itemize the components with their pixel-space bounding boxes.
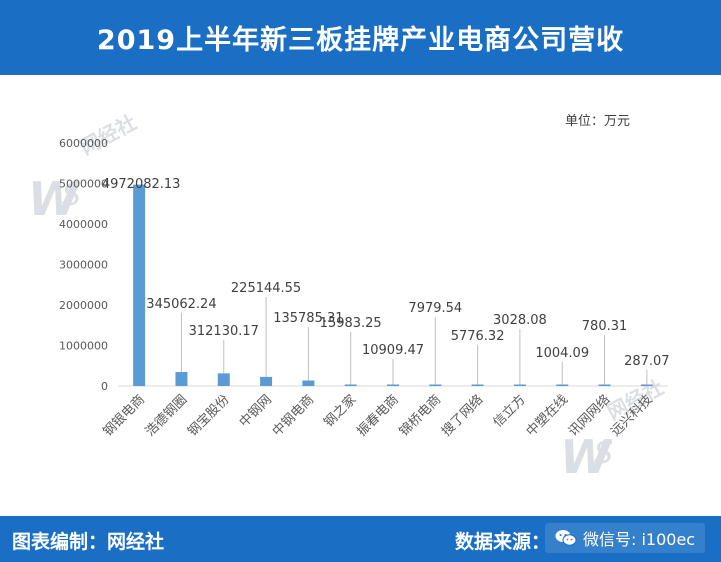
y-tick-label: 6000000 (59, 137, 108, 150)
bars (133, 184, 653, 386)
value-label: 1004.09 (535, 346, 589, 361)
bar (302, 380, 315, 386)
bar (513, 384, 526, 386)
bar-chart: W S 网经社 W S 网经社 单位：万元 0 1000000 2000000 300… (28, 110, 670, 484)
y-tick-label: 3000000 (59, 259, 108, 272)
x-tick-label: 搜了网络 (438, 392, 486, 440)
x-tick-label: 锦桥电商 (397, 392, 444, 439)
bar (471, 384, 484, 386)
y-tick-label: 5000000 (59, 178, 108, 191)
value-label: 10909.47 (362, 343, 424, 358)
svg-text:网经社: 网经社 (76, 110, 140, 159)
y-tick-label: 2000000 (59, 299, 108, 312)
x-tick-label: 中钢网 (237, 392, 275, 430)
x-tick-label: 中钢电商 (270, 392, 317, 439)
x-tick-label: 振春电商 (354, 392, 401, 439)
value-label: 15983.25 (320, 316, 382, 331)
value-label: 135785.31 (273, 311, 343, 326)
svg-text:S: S (594, 436, 613, 471)
value-label: 780.31 (582, 319, 628, 334)
bar (598, 384, 611, 386)
value-label: 312130.17 (189, 324, 259, 339)
bar (133, 184, 146, 386)
bar (217, 373, 230, 386)
chart-footer: 图表编制：网经社 数据来源： 微信号: i100ec (0, 516, 721, 562)
x-tick-label: 钢之家 (321, 392, 360, 431)
x-tick-label: 钢银电商 (101, 392, 148, 439)
wechat-id: 微信号: i100ec (583, 530, 696, 549)
bar (556, 384, 569, 386)
bar (260, 376, 273, 386)
value-label: 345062.24 (146, 297, 216, 312)
chart-header: 2019上半年新三板挂牌产业电商公司营收 (0, 0, 721, 75)
y-axis: 0 1000000 2000000 3000000 4000000 5000000 6000… (59, 137, 108, 393)
value-label: 3028.08 (493, 313, 547, 328)
watermark-logo-top: W S 网经社 (28, 110, 140, 226)
bar (429, 384, 442, 386)
unit-label: 单位：万元 (565, 114, 630, 129)
svg-text:W: W (560, 430, 613, 484)
x-tick-label: 浩德钢圈 (143, 392, 190, 439)
svg-text:W: W (28, 172, 81, 226)
y-tick-label: 1000000 (59, 340, 108, 353)
value-label: 7979.54 (408, 301, 462, 316)
bar (175, 372, 188, 386)
value-label: 4972082.13 (102, 177, 181, 192)
x-tick-label: 信立方 (490, 392, 529, 431)
bar (387, 384, 399, 386)
bar (344, 384, 357, 386)
svg-text:S: S (62, 178, 81, 213)
value-label: 225144.55 (231, 281, 301, 296)
bar (640, 384, 653, 386)
x-tick-label: 钢宝股份 (185, 392, 232, 439)
wechat-badge: 微信号: i100ec (545, 523, 706, 553)
value-labels: 4972082.13 345062.24 312130.17 225144.55 135… (102, 177, 670, 369)
value-label: 5776.32 (451, 329, 505, 344)
y-tick-label: 4000000 (59, 218, 108, 231)
compiled-by-label: 图表编制：网经社 (12, 531, 165, 553)
wechat-icon (555, 530, 577, 546)
label-leader-lines (180, 297, 648, 385)
y-tick-label: 0 (101, 380, 108, 393)
value-label: 287.07 (624, 354, 670, 369)
chart-title: 2019上半年新三板挂牌产业电商公司营收 (96, 25, 625, 56)
source-label: 数据来源： (455, 531, 551, 553)
